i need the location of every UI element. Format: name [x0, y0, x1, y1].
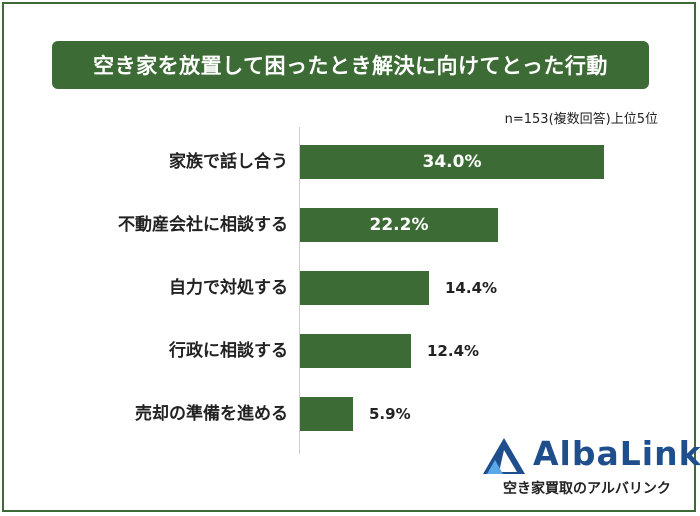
chart-frame	[2, 2, 696, 512]
data-label: 14.4%	[445, 279, 498, 297]
category-label: 家族で話し合う	[169, 152, 288, 172]
category-label: 売却の準備を進める	[135, 404, 288, 424]
data-label: 34.0%	[422, 152, 482, 172]
bar	[300, 208, 498, 242]
data-label: 22.2%	[369, 215, 429, 235]
logo-mark-icon	[483, 438, 525, 474]
data-label: 12.4%	[427, 342, 480, 360]
category-axis-line	[299, 127, 300, 454]
bar	[300, 271, 429, 305]
chart-title-banner: 空き家を放置して困ったとき解決に向けてとった行動	[52, 41, 649, 89]
data-label: 5.9%	[369, 405, 411, 423]
bar	[300, 334, 411, 368]
bar	[300, 397, 353, 431]
albalink-logo: AlbaLink 空き家買取のアルバリンク	[481, 434, 700, 504]
category-label: 行政に相談する	[169, 341, 288, 361]
sample-note: n=153(複数回答)上位5位	[504, 112, 658, 127]
logo-subtitle: 空き家買取のアルバリンク	[503, 481, 671, 497]
category-label: 不動産会社に相談する	[118, 215, 288, 235]
logo-name: AlbaLink	[533, 434, 700, 473]
chart-title: 空き家を放置して困ったとき解決に向けてとった行動	[93, 54, 608, 78]
category-label: 自力で対処する	[169, 278, 288, 298]
bar	[300, 145, 604, 179]
